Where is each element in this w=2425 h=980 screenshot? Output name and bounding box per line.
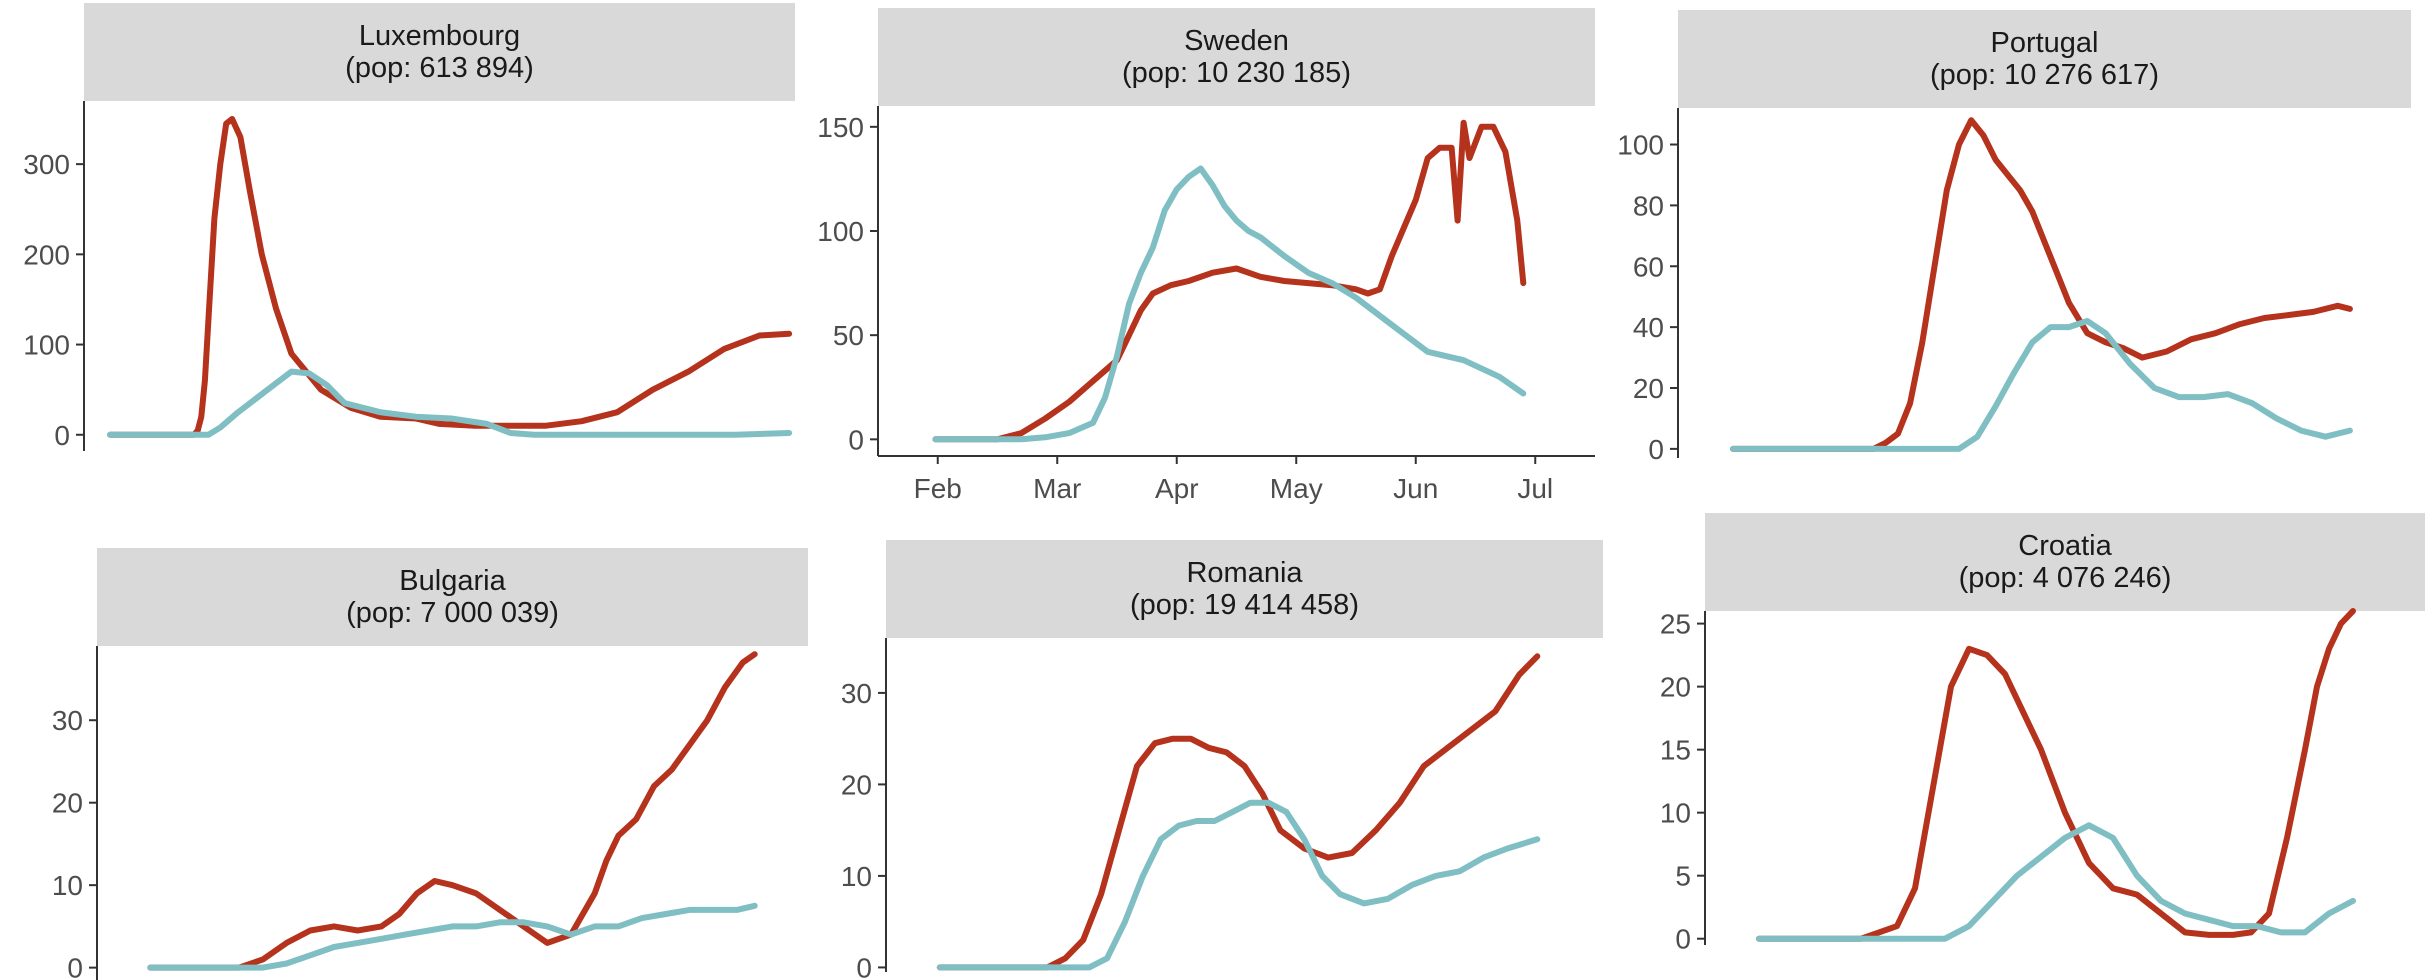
facet-title: Sweden: [1184, 25, 1289, 57]
y-tick-label: 30: [841, 678, 872, 709]
y-tick-label: 20: [1633, 373, 1664, 404]
series-line-red: [1756, 608, 2356, 942]
x-tick-label: May: [1270, 473, 1323, 504]
y-tick-label: 300: [23, 149, 70, 180]
facet-subtitle: (pop: 4 076 246): [1958, 562, 2172, 594]
series-line-red: [936, 653, 1541, 971]
facet-strip-romania: Romania (pop: 19 414 458): [886, 540, 1603, 638]
series-line-red: [932, 119, 1527, 443]
y-tick-label: 20: [841, 769, 872, 800]
x-tick-label: Jun: [1393, 473, 1438, 504]
x-tick-label: Feb: [914, 473, 962, 504]
facet-subtitle: (pop: 613 894): [345, 52, 534, 84]
y-tick-label: 60: [1633, 251, 1664, 282]
y-tick-label: 150: [817, 112, 864, 143]
y-tick-label: 10: [1660, 798, 1691, 829]
facet-strip-portugal: Portugal (pop: 10 276 617): [1678, 10, 2411, 108]
y-tick-label: 200: [23, 239, 70, 270]
y-tick-label: 0: [1675, 924, 1691, 955]
facet-title: Portugal: [1990, 27, 2099, 59]
series-line-red: [147, 651, 758, 971]
facet-subtitle: (pop: 10 230 185): [1122, 57, 1351, 89]
facet-subtitle: (pop: 10 276 617): [1930, 59, 2159, 91]
facet-title: Luxembourg: [358, 20, 521, 52]
facet-strip-bulgaria: Bulgaria (pop: 7 000 039): [97, 548, 808, 646]
y-tick-label: 20: [52, 788, 83, 819]
x-tick-label: Apr: [1155, 473, 1199, 504]
y-tick-label: 20: [1660, 672, 1691, 703]
y-tick-label: 40: [1633, 312, 1664, 343]
y-tick-label: 10: [841, 861, 872, 892]
series-line-teal: [1730, 318, 2353, 452]
y-tick-label: 0: [848, 424, 864, 455]
series-line-teal: [936, 799, 1541, 971]
y-tick-label: 5: [1675, 861, 1691, 892]
series-line-teal: [147, 902, 758, 971]
y-tick-label: 80: [1633, 190, 1664, 221]
y-tick-label: 100: [23, 330, 70, 361]
y-tick-label: 25: [1660, 609, 1691, 640]
facet-strip-luxembourg: Luxembourg (pop: 613 894): [84, 3, 795, 101]
series-line-teal: [932, 165, 1527, 443]
facet-title: Bulgaria: [399, 565, 506, 597]
x-tick-label: Mar: [1033, 473, 1081, 504]
y-tick-label: 50: [833, 320, 864, 351]
facet-strip-croatia: Croatia (pop: 4 076 246): [1705, 513, 2425, 611]
facet-strip-sweden: Sweden (pop: 10 230 185): [878, 8, 1595, 106]
y-tick-label: 100: [1617, 130, 1664, 161]
series-line-red: [1730, 117, 2353, 452]
y-tick-label: 0: [67, 953, 83, 980]
y-tick-label: 100: [817, 216, 864, 247]
facet-subtitle: (pop: 19 414 458): [1130, 589, 1359, 621]
x-tick-label: Jul: [1517, 473, 1553, 504]
facet-subtitle: (pop: 7 000 039): [346, 597, 559, 629]
facet-title: Croatia: [2018, 530, 2112, 562]
y-tick-label: 0: [54, 420, 70, 451]
series-line-teal: [107, 368, 793, 438]
series-line-teal: [1756, 822, 2356, 942]
y-tick-label: 0: [856, 952, 872, 980]
y-tick-label: 15: [1660, 735, 1691, 766]
y-tick-label: 10: [52, 870, 83, 901]
y-tick-label: 0: [1648, 434, 1664, 465]
facet-title: Romania: [1186, 557, 1303, 589]
y-tick-label: 30: [52, 705, 83, 736]
